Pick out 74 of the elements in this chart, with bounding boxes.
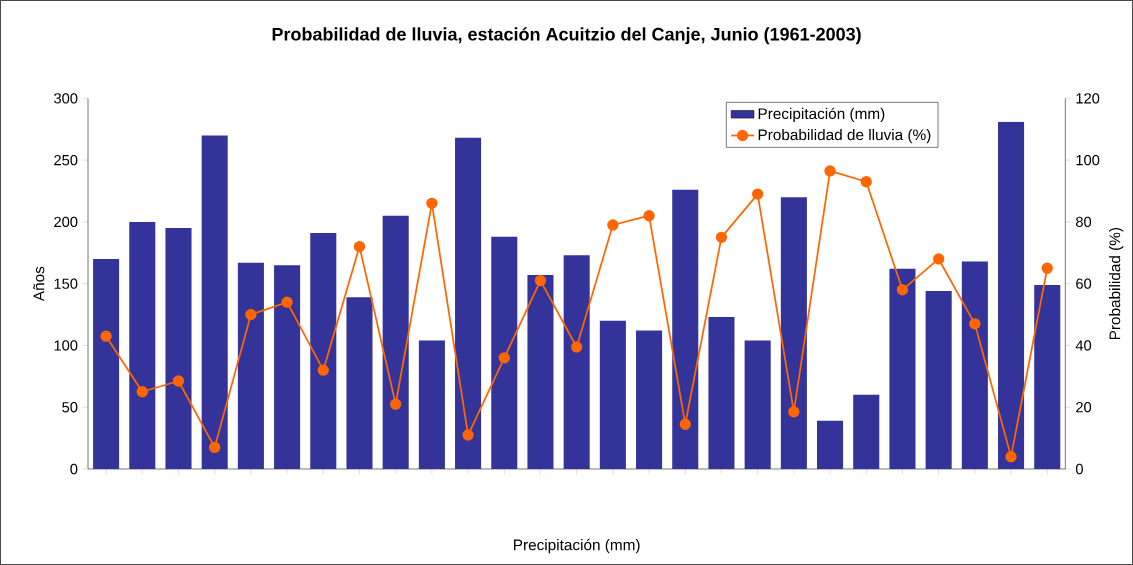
bar [853,394,880,469]
point [498,352,510,364]
y-tick-label: 250 [54,154,78,166]
point [1005,450,1017,463]
bar [165,228,192,469]
point [426,197,438,210]
bar [346,297,373,469]
bar [455,137,482,469]
point [751,188,764,200]
y2-tick-label: 80 [1076,216,1092,228]
bar [599,320,626,469]
bar [961,261,988,469]
bar [636,330,663,469]
point [571,341,583,353]
bar [527,275,554,469]
point [100,330,112,342]
point [969,318,981,330]
point [788,406,800,418]
legend-label: Precipitación (mm) [758,107,885,123]
bar [780,197,807,469]
bar [310,233,337,469]
bar [491,236,518,469]
y-axis-title: Años [33,266,45,302]
y2-tick-label: 40 [1075,340,1092,351]
bar [998,121,1025,469]
point [209,441,221,454]
bar [708,317,735,469]
point [932,253,945,265]
y2-tick-label: 0 [1075,463,1083,475]
x-axis-title: Precipitación (mm) [514,538,640,554]
point [534,274,547,287]
y-tick-label: 300 [54,93,78,104]
bar [563,255,590,469]
point [896,284,909,296]
bar [925,291,952,469]
legend-label: Probabilidad de lluvia (%) [758,128,931,144]
point [860,176,872,188]
y2-tick-label: 100 [1076,154,1100,166]
bar [817,420,844,469]
bar [129,221,156,469]
y-tick-label: 200 [54,216,78,228]
bar [382,215,409,469]
point [643,210,655,222]
point [245,308,257,321]
point [136,386,148,398]
point [317,364,329,376]
point [172,375,185,387]
point [462,429,474,441]
bar [201,135,228,469]
bar [237,262,264,469]
bar [93,258,120,469]
point [715,231,728,243]
bar [274,265,301,469]
bar [889,268,916,469]
y-tick-label: 0 [70,463,78,475]
point [824,165,836,177]
point [607,219,619,231]
y-tick-label: 100 [54,340,78,351]
y2-tick-label: 60 [1076,278,1092,289]
bar [418,340,445,469]
point [281,296,293,308]
y-tick-label: 50 [62,402,78,413]
bar [672,189,699,469]
y-tick-label: 150 [54,278,78,289]
bar [1034,284,1061,469]
chart-title: Probabilidad de lluvia, estación Acuitzio del Canje, Junio (1961-2003) [272,27,861,45]
bar [744,340,771,469]
y2-axis-title: Probabilidad (%) [1109,227,1124,340]
point [679,418,691,430]
y2-tick-label: 20 [1076,402,1092,413]
point [390,398,402,410]
point [353,240,366,253]
point [1041,262,1053,274]
y2-tick-label: 120 [1076,93,1100,104]
